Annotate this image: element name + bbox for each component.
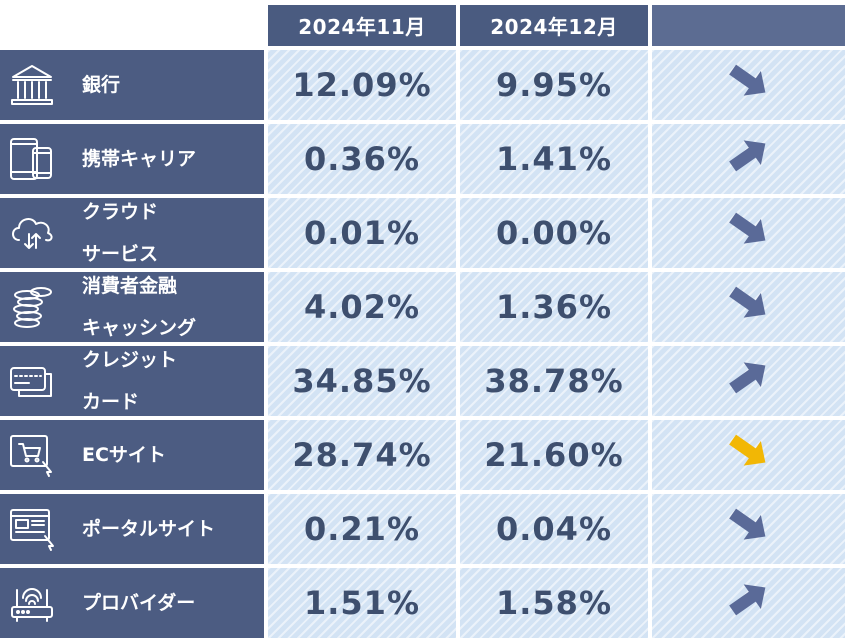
trend-cell — [652, 494, 845, 564]
row-label-cell: 携帯キャリア — [0, 124, 264, 194]
trend-cell — [652, 420, 845, 490]
trend-down-arrow-icon — [725, 57, 773, 113]
value-2024-11: 1.51% — [268, 568, 456, 638]
row-label-line: 銀行 — [82, 74, 121, 96]
row-label-cell: プロバイダー — [0, 568, 264, 638]
table-row: プロバイダー 1.51% 1.58% — [0, 568, 851, 638]
row-label-cell: 銀行 — [0, 50, 264, 120]
value-2024-12: 0.00% — [460, 198, 648, 268]
row-label-line: 消費者金融 — [82, 275, 178, 297]
value-2024-11: 34.85% — [268, 346, 456, 416]
value-2024-12: 38.78% — [460, 346, 648, 416]
value-2024-12: 1.41% — [460, 124, 648, 194]
table-row: 携帯キャリア 0.36% 1.41% — [0, 124, 851, 194]
row-label: プロバイダー — [82, 580, 195, 626]
row-label: クラウド サービス — [82, 191, 158, 275]
router-icon — [0, 568, 64, 638]
table-row: クラウド サービス 0.01% 0.00% — [0, 198, 851, 268]
value-2024-12: 1.58% — [460, 568, 648, 638]
row-label-cell: ECサイト — [0, 420, 264, 490]
row-label: ポータルサイト — [82, 506, 215, 552]
row-label-line: 携帯キャリア — [82, 148, 197, 170]
value-2024-11: 28.74% — [268, 420, 456, 490]
trend-cell — [652, 198, 845, 268]
row-label-line: クレジット — [82, 349, 178, 371]
trend-up-arrow-icon — [725, 131, 773, 187]
trend-down-arrow-icon — [725, 501, 773, 557]
value-2024-12: 0.04% — [460, 494, 648, 564]
row-label-line: ポータルサイト — [82, 518, 216, 540]
row-label-line: カード — [82, 391, 140, 413]
trend-up-arrow-icon — [725, 353, 773, 409]
header-2024-11: 2024年11月 — [268, 5, 456, 46]
table-row: 消費者金融 キャッシング 4.02% 1.36% — [0, 272, 851, 342]
value-2024-12: 1.36% — [460, 272, 648, 342]
row-label: 消費者金融キャッシング — [82, 265, 196, 349]
smartphone-tablet-icon — [0, 124, 64, 194]
bank-icon — [0, 50, 64, 120]
header-trend — [652, 5, 845, 46]
value-2024-11: 4.02% — [268, 272, 456, 342]
table-row: ポータルサイト 0.21% 0.04% — [0, 494, 851, 564]
trend-cell — [652, 124, 845, 194]
row-label-line: ECサイト — [82, 444, 166, 466]
table-row: ECサイト 28.74% 21.60% — [0, 420, 851, 490]
value-2024-11: 12.09% — [268, 50, 456, 120]
cloud-sync-icon — [0, 198, 64, 268]
value-2024-12: 21.60% — [460, 420, 648, 490]
trend-cell — [652, 346, 845, 416]
trend-down-arrow-icon — [725, 427, 773, 483]
row-label-line: プロバイダー — [82, 592, 196, 614]
row-label-cell: クレジット カード — [0, 346, 264, 416]
row-label: 携帯キャリア — [82, 136, 196, 182]
trend-down-arrow-icon — [725, 279, 773, 335]
row-label-line: クラウド — [82, 201, 159, 223]
trend-cell — [652, 50, 845, 120]
row-label-line: サービス — [82, 243, 159, 265]
value-2024-11: 0.01% — [268, 198, 456, 268]
header-2024-12: 2024年12月 — [460, 5, 648, 46]
coin-stack-icon — [0, 272, 64, 342]
trend-cell — [652, 272, 845, 342]
value-2024-11: 0.36% — [268, 124, 456, 194]
row-label-cell: クラウド サービス — [0, 198, 264, 268]
shopping-cart-screen-icon — [0, 420, 64, 490]
trend-cell — [652, 568, 845, 638]
value-2024-12: 9.95% — [460, 50, 648, 120]
credit-card-icon — [0, 346, 64, 416]
row-label-line: キャッシング — [82, 317, 197, 339]
row-label: 銀行 — [82, 62, 120, 108]
table-row: 銀行 12.09% 9.95% — [0, 50, 851, 120]
portal-site-icon — [0, 494, 64, 564]
row-label: クレジット カード — [82, 339, 177, 423]
row-label: ECサイト — [82, 432, 166, 478]
trend-down-arrow-icon — [725, 205, 773, 261]
trend-up-arrow-icon — [725, 575, 773, 631]
row-label-cell: 消費者金融キャッシング — [0, 272, 264, 342]
row-label-cell: ポータルサイト — [0, 494, 264, 564]
table-row: クレジット カード 34.85% 38.78% — [0, 346, 851, 416]
value-2024-11: 0.21% — [268, 494, 456, 564]
